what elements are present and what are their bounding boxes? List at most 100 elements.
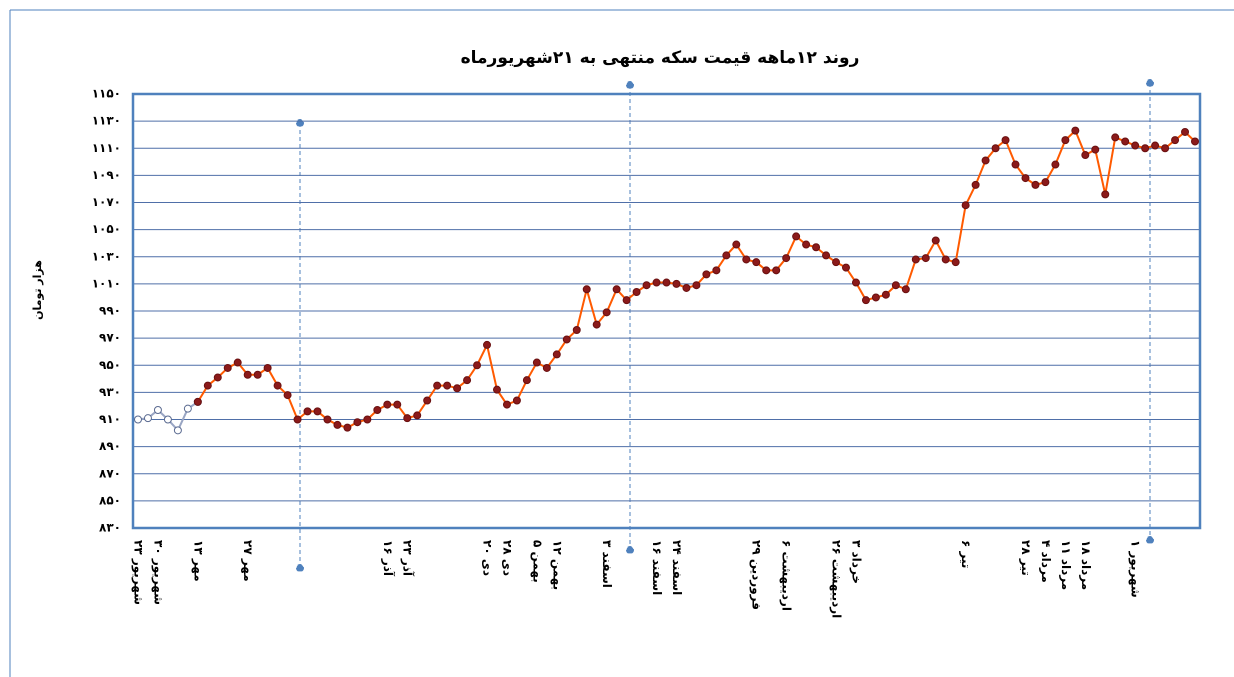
data-point bbox=[562, 335, 571, 344]
data-point bbox=[762, 266, 771, 275]
data-point bbox=[1031, 180, 1040, 189]
data-point bbox=[283, 391, 292, 400]
data-point bbox=[1041, 178, 1050, 187]
data-point bbox=[1071, 126, 1080, 135]
data-point bbox=[1111, 133, 1120, 142]
data-point bbox=[1161, 144, 1170, 153]
data-point bbox=[373, 406, 382, 415]
x-tick-label: ۲۰ دی bbox=[481, 540, 495, 576]
x-tick-label: ۱۸ مرداد bbox=[1079, 540, 1093, 590]
y-tick-label: ۱۰۳۰ bbox=[92, 249, 121, 263]
data-point bbox=[642, 281, 651, 290]
data-point bbox=[1101, 190, 1110, 199]
data-point bbox=[881, 290, 890, 299]
x-tick-label: ۵ بهمن bbox=[530, 540, 544, 583]
data-point bbox=[1131, 141, 1140, 150]
y-tick-label: ۸۵۰ bbox=[99, 493, 121, 507]
data-point bbox=[802, 240, 811, 249]
data-point bbox=[233, 358, 242, 367]
data-point bbox=[433, 381, 442, 390]
data-point bbox=[1181, 127, 1190, 136]
data-point bbox=[522, 376, 531, 385]
data-point bbox=[901, 285, 910, 294]
data-point bbox=[1091, 145, 1100, 154]
data-point bbox=[173, 426, 182, 435]
data-point bbox=[792, 232, 801, 241]
data-point bbox=[393, 400, 402, 409]
data-point bbox=[293, 415, 302, 424]
data-point bbox=[692, 281, 701, 290]
x-tick-label: ۶ اردیبهشت bbox=[780, 540, 794, 611]
data-point bbox=[851, 278, 860, 287]
data-point bbox=[443, 381, 452, 390]
data-point bbox=[243, 370, 252, 379]
data-point bbox=[163, 415, 172, 424]
data-point bbox=[632, 288, 641, 297]
data-point bbox=[742, 255, 751, 264]
data-point bbox=[1051, 160, 1060, 169]
y-tick-label: ۹۹۰ bbox=[99, 304, 121, 318]
data-point bbox=[183, 404, 192, 413]
data-point bbox=[363, 415, 372, 424]
data-point bbox=[822, 251, 831, 260]
data-point bbox=[403, 414, 412, 423]
data-point bbox=[891, 281, 900, 290]
data-point bbox=[672, 279, 681, 288]
data-point bbox=[1141, 144, 1150, 153]
data-point bbox=[622, 296, 631, 305]
data-point bbox=[782, 254, 791, 263]
data-point bbox=[502, 400, 511, 409]
data-point bbox=[303, 407, 312, 416]
data-point bbox=[253, 370, 262, 379]
data-point bbox=[682, 283, 691, 292]
data-point bbox=[413, 411, 422, 420]
data-point bbox=[981, 156, 990, 165]
x-tick-label: ۱۲ بهمن bbox=[550, 540, 564, 590]
x-tick-label: ۲۸ تیر bbox=[1019, 540, 1033, 576]
y-tick-label: ۱۰۹۰ bbox=[92, 168, 121, 182]
data-point bbox=[193, 397, 202, 406]
data-point bbox=[1081, 151, 1090, 160]
data-point bbox=[542, 363, 551, 372]
data-point bbox=[722, 251, 731, 260]
y-tick-label: ۹۵۰ bbox=[99, 358, 121, 372]
data-point bbox=[423, 396, 432, 405]
x-tick-label: ۲۸ دی bbox=[500, 540, 514, 576]
data-point bbox=[1001, 136, 1010, 145]
data-point bbox=[134, 415, 142, 424]
x-tick-label: ۲۳ آذر bbox=[401, 540, 416, 577]
data-point bbox=[1151, 141, 1160, 150]
x-tick-label: ۱ شهریور bbox=[1128, 540, 1143, 598]
data-point bbox=[931, 236, 940, 245]
data-point bbox=[832, 258, 841, 267]
y-tick-label: ۸۷۰ bbox=[99, 466, 121, 480]
data-point bbox=[941, 255, 950, 264]
annotation-lines bbox=[296, 79, 1154, 572]
data-point bbox=[203, 381, 212, 390]
chart-title: روند ۱۲ماهه قیمت سکه منتهی به ۲۱شهریورما… bbox=[461, 48, 860, 68]
data-point bbox=[313, 407, 322, 416]
data-point bbox=[153, 406, 162, 415]
data-point bbox=[1171, 136, 1180, 145]
x-tick-label: ۳ اسفند bbox=[600, 540, 614, 588]
data-point bbox=[473, 361, 482, 370]
data-point bbox=[463, 376, 472, 385]
data-point bbox=[602, 308, 611, 317]
y-tick-label: ۱۱۳۰ bbox=[92, 114, 121, 128]
y-axis-label: هزار تومان bbox=[31, 260, 44, 320]
data-point bbox=[812, 243, 821, 252]
y-tick-label: ۹۷۰ bbox=[99, 331, 121, 345]
data-point bbox=[492, 385, 501, 394]
plot-border bbox=[131, 92, 1202, 530]
x-tick-label: ۱۶ آذر bbox=[381, 540, 396, 577]
data-point bbox=[453, 384, 462, 393]
y-tick-label: ۸۹۰ bbox=[99, 439, 121, 453]
data-point bbox=[532, 358, 541, 367]
data-point bbox=[572, 325, 581, 334]
y-tick-label: ۱۱۵۰ bbox=[92, 87, 121, 101]
x-tick-label: ۲۴ اسفند bbox=[670, 540, 684, 595]
x-tick-label: ۲۳ شهریور bbox=[131, 540, 146, 605]
data-point bbox=[552, 350, 561, 359]
y-tick-label: ۱۱۱۰ bbox=[92, 141, 121, 155]
y-tick-label: ۱۰۵۰ bbox=[92, 222, 121, 236]
